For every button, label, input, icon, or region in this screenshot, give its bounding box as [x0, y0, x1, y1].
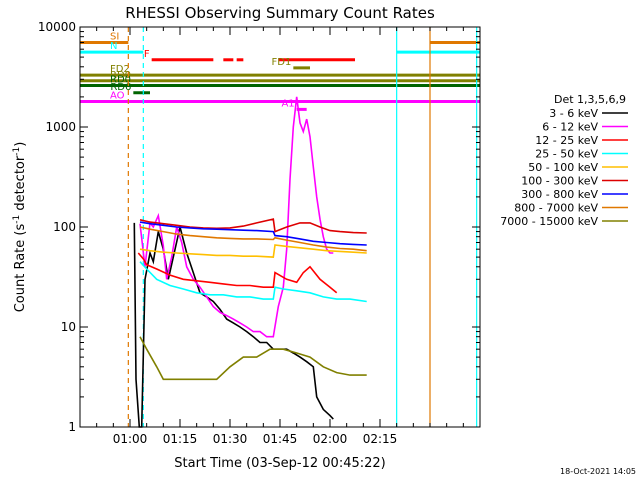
x-tick-label: 02:00 — [313, 432, 348, 446]
y-tick-label: 100 — [53, 220, 76, 234]
chart-title: RHESSI Observing Summary Count Rates — [125, 4, 435, 22]
legend-entry-label: 800 - 7000 keV — [514, 202, 598, 215]
y-axis-label-sup2: -1 — [12, 147, 22, 156]
flag-label: RD6 — [110, 82, 131, 93]
y-tick-label: 1 — [68, 420, 76, 434]
legend-entry-label: 25 - 50 keV — [535, 148, 598, 161]
series-line — [139, 221, 367, 246]
flag-label: RD0 — [110, 70, 131, 81]
flag-label: SI — [110, 31, 119, 42]
y-axis-label: Count Rate (s-1 detector-1) — [12, 142, 28, 313]
y-axis-label-mid: detector — [13, 155, 28, 215]
series-line — [139, 226, 367, 252]
flag-label: F — [144, 49, 150, 60]
legend-entry-label: 100 - 300 keV — [521, 175, 598, 188]
y-tick-label: 10000 — [38, 20, 76, 34]
legend-entry-label: 6 - 12 keV — [542, 121, 598, 134]
x-tick-label: 02:15 — [363, 432, 398, 446]
series-line — [139, 336, 367, 381]
flag-label: AO — [110, 90, 125, 101]
x-tick-label: 01:45 — [263, 432, 298, 446]
y-tick-label: 10 — [61, 320, 76, 334]
y-tick-label: 1000 — [45, 120, 76, 134]
x-tick-label: 01:30 — [213, 432, 248, 446]
series-line — [139, 218, 367, 234]
flag-label: RD0 — [110, 75, 131, 86]
legend-entry-label: 12 - 25 keV — [535, 134, 598, 147]
y-axis-ticks: 1 10 100 1000 10000 — [38, 20, 480, 434]
legend-entry-label: 300 - 800 keV — [521, 188, 598, 201]
series-line — [137, 252, 338, 294]
legend-entry-label: 50 - 100 keV — [528, 161, 598, 174]
series-line — [139, 261, 367, 303]
flag-label: FD1 — [272, 57, 292, 68]
flag-label: N — [110, 41, 117, 52]
x-tick-label: 01:15 — [163, 432, 198, 446]
series-lines — [133, 96, 367, 428]
legend-title: Det 1,3,5,6,9 — [554, 93, 626, 106]
series-line — [139, 244, 367, 258]
legend-entry-label: 3 - 6 keV — [549, 107, 598, 120]
x-axis-label: Start Time (03-Sep-12 00:45:22) — [174, 456, 385, 471]
y-axis-label-sup1: -1 — [12, 215, 22, 224]
series-line — [139, 96, 334, 338]
footer-timestamp: 18-Oct-2021 14:05 — [560, 467, 636, 476]
flag-label: A1 — [281, 98, 294, 109]
legend-entry-label: 7000 - 15000 keV — [500, 215, 598, 228]
y-axis-label-end: ) — [13, 142, 28, 147]
y-axis-label-main: Count Rate (s — [13, 224, 28, 313]
x-axis-ticks: 01:00 01:15 01:30 01:45 02:00 02:15 — [79, 27, 481, 446]
x-tick-label: 01:00 — [113, 432, 148, 446]
flag-label: FD2 — [110, 64, 130, 75]
